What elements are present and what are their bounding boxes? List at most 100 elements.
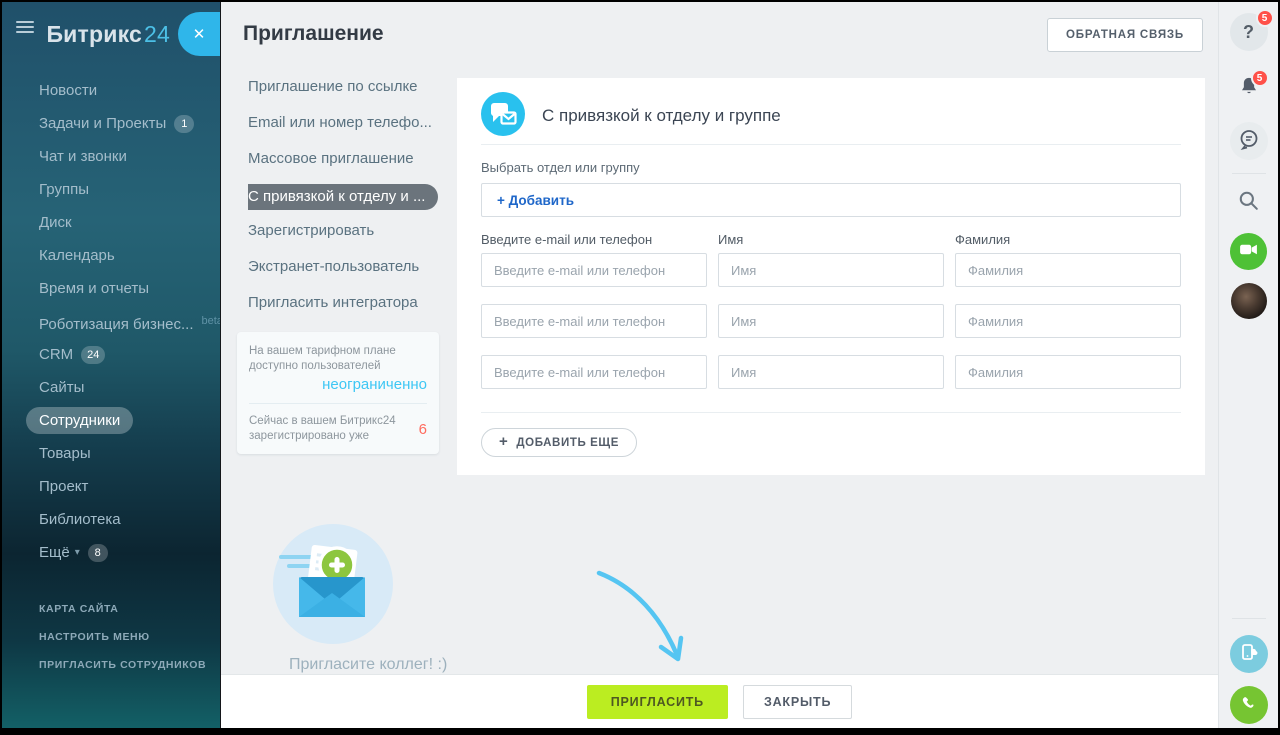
right-toolbar: ? 5 5: [1218, 2, 1278, 728]
close-button[interactable]: ЗАКРЫТЬ: [742, 684, 853, 719]
email-input-row3[interactable]: [481, 355, 707, 389]
sidebar-item-time[interactable]: Время и отчеты: [39, 280, 150, 297]
chat-history-button[interactable]: [1229, 122, 1268, 160]
user-avatar[interactable]: [1230, 283, 1267, 319]
plus-icon: +: [499, 433, 509, 450]
invite-illustration: Пригласите коллег! :): [267, 521, 517, 674]
registered-count: 6: [418, 420, 427, 438]
page-title: Приглашение: [243, 22, 384, 45]
surname-input-row2[interactable]: [955, 304, 1181, 338]
toolbar-divider: [1231, 173, 1266, 174]
nav-invite-by-link[interactable]: Приглашение по ссылке: [248, 78, 418, 95]
email-input-row2[interactable]: [481, 304, 707, 338]
notifications-badge: 5: [1250, 69, 1269, 87]
email-column-label: Введите e-mail или телефон: [481, 232, 653, 247]
sidebar-menu: Новости Задачи и Проекты 1 Чат и звонки Г…: [2, 74, 223, 569]
sidebar-item-crm[interactable]: CRM 24: [2, 338, 220, 371]
tariff-info-box: На вашем тарифном плане доступно пользов…: [237, 332, 439, 454]
nav-register[interactable]: Зарегистрировать: [248, 222, 375, 239]
modal-footer: ПРИГЛАСИТЬ ЗАКРЫТЬ: [221, 675, 1218, 728]
employees-selected-pill: Сотрудники: [26, 407, 134, 434]
hint-arrow-icon: [596, 570, 684, 662]
left-sidebar: Битрикс24 ✕ Новости Задачи и Проекты 1 Ча…: [2, 2, 223, 728]
notifications-button[interactable]: 5: [1235, 69, 1269, 106]
name-input-row1[interactable]: [718, 253, 944, 287]
more-badge: 8: [87, 544, 108, 562]
chat-lines-icon: [1237, 127, 1261, 156]
chevron-down-icon: ▾: [74, 547, 80, 558]
add-more-button[interactable]: + ДОБАВИТЬ ЕЩЕ: [481, 428, 637, 457]
sidebar-item-calendar[interactable]: Календарь: [39, 247, 115, 264]
nav-mass-invite[interactable]: Массовое приглашение: [248, 150, 414, 167]
heading-divider: [481, 144, 1181, 145]
department-select-field[interactable]: + Добавить: [481, 183, 1181, 217]
phone-icon: [1239, 693, 1259, 718]
sidebar-item-library[interactable]: Библиотека: [39, 511, 121, 528]
video-call-button[interactable]: [1230, 233, 1267, 270]
nav-email-or-phone[interactable]: Email или номер телефо...: [248, 114, 432, 131]
surname-input-row3[interactable]: [955, 355, 1181, 389]
sidebar-header: Битрикс24 ✕: [2, 2, 220, 60]
nav-extranet-user[interactable]: Экстранет-пользователь: [248, 258, 420, 275]
sidebar-item-news[interactable]: Новости: [39, 82, 98, 99]
sidebar-item-rpa[interactable]: Роботизация бизнес... beta: [39, 315, 223, 333]
toolbar-bottom-divider: [1231, 618, 1266, 619]
invitation-nav: Приглашение по ссылке Email или номер те…: [248, 76, 448, 328]
department-select-label: Выбрать отдел или группу: [481, 160, 640, 175]
help-badge: 5: [1255, 9, 1274, 27]
app-logo[interactable]: Битрикс24: [46, 21, 170, 48]
name-column-label: Имя: [718, 232, 744, 247]
menu-hamburger-icon[interactable]: [16, 18, 34, 36]
tariff-line2: Сейчас в вашем Битрикс24 зарегистрирован…: [249, 415, 396, 442]
sitemap-link[interactable]: КАРТА САЙТА: [39, 603, 119, 615]
sidebar-item-products[interactable]: Товары: [39, 445, 91, 462]
sidebar-item-chat[interactable]: Чат и звонки: [39, 148, 127, 165]
tariff-unlimited-value: неограниченно: [322, 376, 427, 393]
sidebar-item-groups[interactable]: Группы: [39, 181, 89, 198]
sidebar-item-disk[interactable]: Диск: [39, 214, 72, 231]
name-input-row2[interactable]: [718, 304, 944, 338]
telephony-button[interactable]: [1229, 686, 1268, 728]
form-heading: С привязкой к отделу и группе: [542, 106, 781, 125]
help-button[interactable]: ? 5: [1229, 9, 1274, 51]
avatar: [1230, 283, 1267, 319]
nav-invite-integrator[interactable]: Пригласить интегратора: [248, 294, 418, 311]
mobile-cloud-icon: [1238, 641, 1260, 668]
sidebar-item-project[interactable]: Проект: [39, 478, 89, 495]
beta-tag: beta: [201, 315, 223, 327]
sidebar-item-sites[interactable]: Сайты: [39, 379, 85, 396]
bell-icon: [1235, 77, 1263, 105]
tariff-divider: [249, 403, 427, 404]
logo-brand: Битрикс: [46, 21, 142, 47]
invite-button[interactable]: ПРИГЛАСИТЬ: [586, 684, 728, 719]
invite-caption: Пригласите коллег! :): [289, 656, 448, 673]
invite-form-card: С привязкой к отделу и группе Выбрать от…: [457, 78, 1205, 475]
search-button[interactable]: [1236, 188, 1262, 219]
sidebar-close-button[interactable]: ✕: [178, 12, 220, 56]
nav-bind-department[interactable]: С привязкой к отделу и ...: [248, 184, 448, 220]
search-icon: [1236, 191, 1262, 218]
tariff-line1: На вашем тарифном плане доступно пользов…: [249, 345, 396, 372]
invite-employees-link[interactable]: ПРИГЛАСИТЬ СОТРУДНИКОВ: [39, 659, 207, 671]
add-department-link[interactable]: + Добавить: [497, 192, 575, 208]
sidebar-item-employees[interactable]: Сотрудники: [2, 404, 220, 437]
surname-input-row1[interactable]: [955, 253, 1181, 287]
chat-envelope-icon: [481, 91, 525, 141]
sidebar-item-tasks[interactable]: Задачи и Проекты 1: [2, 107, 220, 140]
sidebar-item-more[interactable]: Ещё ▾ 8: [2, 536, 220, 569]
sidebar-footer-links: КАРТА САЙТА НАСТРОИТЬ МЕНЮ ПРИГЛАСИТЬ СО…: [2, 595, 220, 679]
rows-divider: [481, 412, 1181, 413]
email-input-row1[interactable]: [481, 253, 707, 287]
feedback-button[interactable]: ОБРАТНАЯ СВЯЗЬ: [1047, 18, 1203, 52]
name-input-row3[interactable]: [718, 355, 944, 389]
mobile-app-button[interactable]: [1229, 635, 1268, 673]
surname-column-label: Фамилия: [955, 232, 1011, 247]
tasks-badge: 1: [174, 115, 195, 133]
crm-badge: 24: [81, 346, 106, 364]
envelope-illustration-icon: [273, 524, 393, 644]
invitation-modal: Приглашение ОБРАТНАЯ СВЯЗЬ Приглашение п…: [220, 2, 1218, 728]
logo-suffix: 24: [143, 21, 170, 47]
video-camera-icon: [1238, 239, 1259, 265]
configure-menu-link[interactable]: НАСТРОИТЬ МЕНЮ: [39, 631, 150, 643]
